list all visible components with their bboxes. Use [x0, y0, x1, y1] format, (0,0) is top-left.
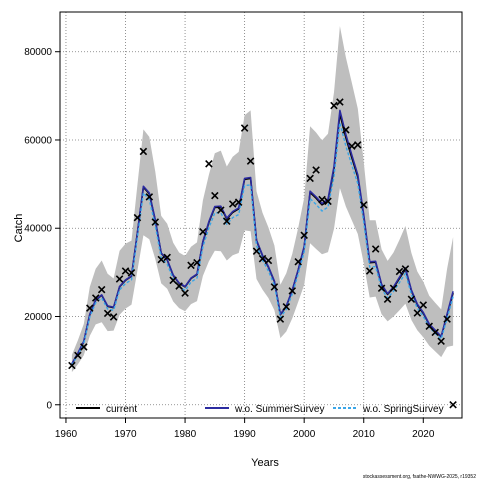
legend-label-summer: w.o. SummerSurvey [234, 404, 324, 415]
observed-point [413, 309, 422, 317]
observed-point [252, 247, 261, 255]
observed-point [294, 258, 302, 266]
observed-point [127, 269, 136, 277]
observed-point [109, 313, 118, 321]
observed-point [270, 283, 279, 291]
observed-point [133, 213, 142, 222]
observed-point [151, 218, 160, 226]
observed-point [419, 301, 428, 309]
observed-point [121, 267, 130, 275]
observed-point [74, 351, 82, 360]
y-tick-label: 40000 [24, 224, 52, 235]
observed-point [157, 255, 166, 264]
x-tick-label: 1990 [233, 429, 256, 440]
y-axis-title: Catch [13, 214, 25, 243]
observed-point [199, 228, 207, 236]
observed-point [205, 160, 213, 168]
observed-point [115, 275, 124, 283]
observed-point [383, 295, 392, 304]
observed-point [395, 267, 404, 276]
observed-point [86, 304, 94, 312]
y-tick-label: 20000 [24, 312, 52, 323]
observed-point [342, 126, 350, 134]
observed-point [103, 309, 112, 318]
observed-point [139, 147, 148, 156]
series-line-spring [71, 122, 454, 366]
x-tick-label: 2000 [293, 429, 316, 440]
observed-point [401, 265, 410, 273]
observed-point [359, 201, 368, 209]
observed-point [318, 195, 326, 204]
observed-point [324, 197, 332, 206]
observed-point [407, 295, 416, 304]
observed-point [169, 276, 177, 285]
observed-point [258, 254, 267, 263]
y-tick-label: 80000 [24, 47, 52, 58]
observed-point [276, 315, 285, 323]
observed-point [240, 124, 249, 132]
x-tick-label: 2020 [412, 429, 435, 440]
x-axis: 1960 1970 1980 1990 2000 2010 2020 [55, 418, 435, 440]
observed-point [246, 157, 255, 165]
observed-point [217, 206, 225, 214]
observed-point [228, 200, 237, 208]
series-line-summer [71, 109, 454, 365]
observed-point [80, 343, 88, 351]
observed-point [377, 284, 386, 293]
observed-point [282, 303, 291, 311]
legend-label-spring: w.o. SpringSurvey [362, 404, 444, 415]
observed-points [68, 98, 457, 409]
x-tick-label: 1980 [174, 429, 197, 440]
observed-point [437, 337, 445, 345]
observed-point [222, 217, 231, 225]
observed-point [389, 284, 398, 293]
observed-point [443, 315, 451, 323]
observed-point [306, 174, 314, 183]
observed-point [300, 231, 308, 240]
legend-label-current: current [106, 404, 137, 415]
observed-point [354, 141, 362, 149]
observed-point [371, 245, 380, 253]
observed-point [336, 98, 344, 106]
observed-point [288, 287, 297, 295]
observed-point [449, 400, 457, 409]
observed-point [431, 328, 439, 337]
x-tick-label: 1970 [114, 429, 137, 440]
observed-point [425, 322, 434, 330]
y-axis: 0 20000 40000 60000 80000 [24, 47, 60, 411]
y-tick-label: 60000 [24, 135, 52, 146]
y-tick-label: 0 [46, 400, 52, 411]
observed-point [312, 166, 320, 174]
credit-text: stockassessment.org, fsathe-NWWG-2025, r… [363, 474, 476, 480]
observed-point [91, 294, 100, 302]
plot-frame [59, 11, 463, 419]
observed-point [68, 361, 76, 370]
observed-point [97, 285, 106, 294]
x-tick-label: 1960 [55, 429, 78, 440]
observed-point [211, 191, 219, 200]
observed-point [365, 267, 374, 275]
series-lines [71, 109, 454, 366]
observed-point [234, 198, 243, 206]
observed-point [330, 101, 338, 110]
x-axis-title: Years [251, 457, 279, 469]
legend: current w.o. SummerSurvey w.o. SpringSur… [76, 404, 444, 415]
observed-point [193, 258, 201, 267]
observed-point [175, 282, 183, 290]
x-tick-label: 2010 [353, 429, 376, 440]
confidence-band [71, 26, 454, 373]
observed-point [348, 142, 356, 150]
observed-point [264, 256, 273, 265]
observed-point [145, 193, 154, 201]
observed-point [181, 289, 189, 297]
observed-point [163, 253, 171, 262]
observed-point [187, 261, 195, 270]
